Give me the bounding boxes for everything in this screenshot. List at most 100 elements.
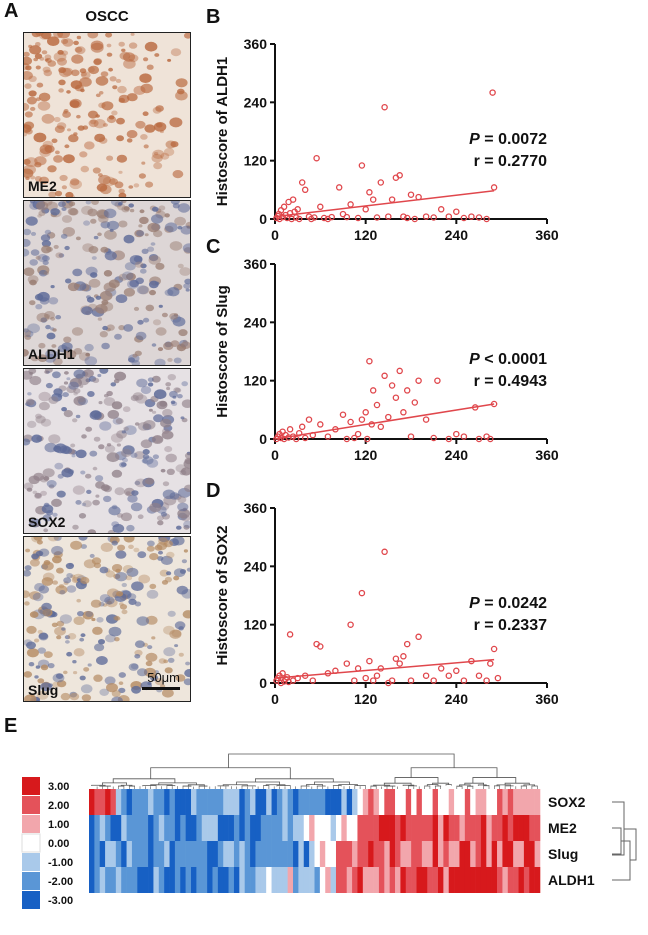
cell-nucleus xyxy=(176,526,182,530)
cell-nucleus xyxy=(149,503,161,512)
cell-nucleus xyxy=(180,470,187,475)
cell-nucleus xyxy=(34,493,42,499)
legend-swatch xyxy=(22,815,40,833)
cell-nucleus xyxy=(112,401,123,409)
cell-nucleus xyxy=(86,295,91,299)
heatmap-cell xyxy=(325,815,331,841)
cell-nucleus xyxy=(79,638,84,642)
cell-nucleus xyxy=(130,209,134,212)
heatmap-cell xyxy=(212,841,218,867)
heatmap-cell xyxy=(212,789,218,815)
heatmap-cell xyxy=(331,867,337,893)
cell-nucleus xyxy=(58,394,63,398)
cell-nucleus xyxy=(81,166,89,173)
cell-nucleus xyxy=(56,446,61,450)
cell-nucleus xyxy=(111,111,117,116)
cell-nucleus xyxy=(84,141,95,149)
x-tick-label: 240 xyxy=(445,227,469,243)
cell-nucleus xyxy=(118,202,123,206)
heatmap-cell xyxy=(191,815,197,841)
cell-nucleus xyxy=(47,165,56,172)
cell-nucleus xyxy=(52,623,58,628)
cell-nucleus xyxy=(76,415,81,418)
cell-nucleus xyxy=(169,313,178,320)
heatmap-cell xyxy=(196,789,202,815)
heatmap-cell xyxy=(400,815,406,841)
heatmap-cell xyxy=(486,815,492,841)
heatmap-cell xyxy=(223,841,229,867)
cell-nucleus xyxy=(65,279,71,284)
cell-nucleus xyxy=(86,490,91,494)
heatmap-cell xyxy=(143,841,149,867)
cell-nucleus xyxy=(60,175,68,181)
cell-nucleus xyxy=(163,342,173,350)
cell-nucleus xyxy=(153,230,162,237)
cell-nucleus xyxy=(165,577,172,583)
heatmap-cell xyxy=(218,841,224,867)
cell-nucleus xyxy=(61,693,71,700)
cell-nucleus xyxy=(116,135,124,141)
cell-nucleus xyxy=(96,656,108,665)
legend-label: 0.00 xyxy=(48,838,69,850)
heatmap-cell xyxy=(191,867,197,893)
cell-nucleus xyxy=(138,224,142,227)
cell-nucleus xyxy=(34,133,47,143)
heatmap-cell xyxy=(438,841,444,867)
cell-nucleus xyxy=(29,300,35,305)
heatmap-cell xyxy=(357,867,363,893)
heatmap-cell xyxy=(223,789,229,815)
cell-nucleus xyxy=(65,640,70,644)
y-tick-label: 0 xyxy=(259,675,267,691)
heatmap-cell xyxy=(159,789,165,815)
cell-nucleus xyxy=(35,304,42,309)
data-point xyxy=(386,415,391,420)
cell-nucleus xyxy=(72,660,76,663)
cell-nucleus xyxy=(81,684,93,693)
heatmap-cell xyxy=(272,815,278,841)
cell-nucleus xyxy=(119,42,125,47)
cell-nucleus xyxy=(72,418,77,422)
heatmap-cell xyxy=(374,789,380,815)
cell-nucleus xyxy=(110,76,117,81)
cell-nucleus xyxy=(144,124,155,132)
dendrogram-branch xyxy=(317,786,325,787)
cell-nucleus xyxy=(99,401,103,404)
ihc-image-me2: ME2 xyxy=(23,32,191,198)
heatmap-cell xyxy=(105,867,111,893)
cell-nucleus xyxy=(152,343,157,347)
cell-nucleus xyxy=(162,428,169,434)
data-point xyxy=(344,661,349,666)
heatmap-cell xyxy=(438,789,444,815)
cell-nucleus xyxy=(99,689,109,696)
data-point xyxy=(446,673,451,678)
data-point xyxy=(382,105,387,110)
heatmap-cell xyxy=(207,867,213,893)
data-point xyxy=(416,195,421,200)
cell-nucleus xyxy=(60,614,72,623)
cell-nucleus xyxy=(112,85,117,89)
data-point xyxy=(306,417,311,422)
heatmap-cell xyxy=(239,815,245,841)
cell-nucleus xyxy=(145,233,149,236)
heatmap-cell xyxy=(341,815,347,841)
cell-nucleus xyxy=(101,343,110,350)
legend-label: -3.00 xyxy=(48,895,73,907)
cell-nucleus xyxy=(24,601,30,605)
cell-nucleus xyxy=(76,599,81,603)
cell-nucleus xyxy=(177,503,188,512)
legend-label: 3.00 xyxy=(48,781,69,793)
heatmap-cell xyxy=(272,867,278,893)
heatmap-cell xyxy=(266,789,272,815)
cell-nucleus xyxy=(51,546,63,555)
heatmap-cell xyxy=(406,867,412,893)
cell-nucleus xyxy=(117,155,127,163)
heatmap-cell xyxy=(116,867,122,893)
heatmap-cell xyxy=(336,867,342,893)
cell-nucleus xyxy=(129,42,137,48)
heatmap-cell xyxy=(153,841,159,867)
heatmap-cell xyxy=(315,841,321,867)
cell-nucleus xyxy=(38,101,51,111)
cell-nucleus xyxy=(114,334,122,340)
heatmap-cell xyxy=(384,815,390,841)
